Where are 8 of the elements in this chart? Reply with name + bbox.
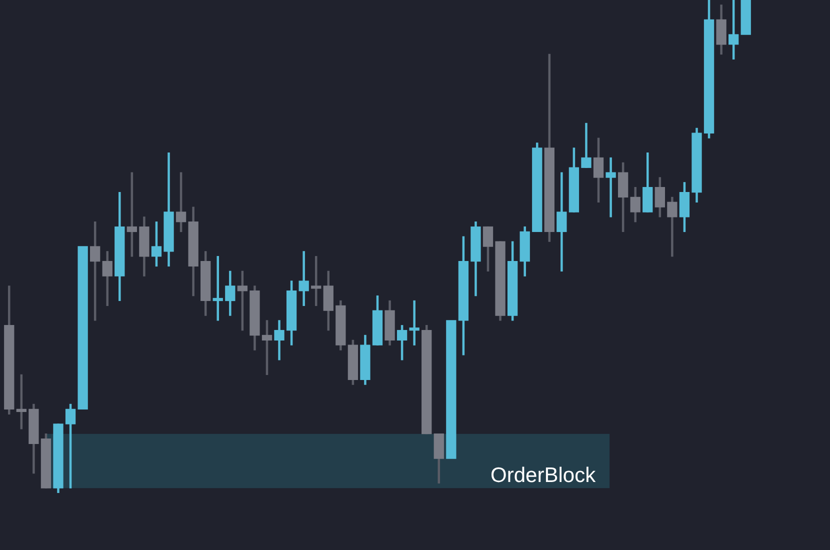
candlestick [446,320,456,459]
candlestick [740,0,751,35]
candlestick [409,300,420,346]
candlestick [606,157,616,218]
candlestick [298,251,309,306]
candlestick [212,256,223,321]
band-label: OrderBlock [490,464,596,487]
candlestick [78,246,88,410]
